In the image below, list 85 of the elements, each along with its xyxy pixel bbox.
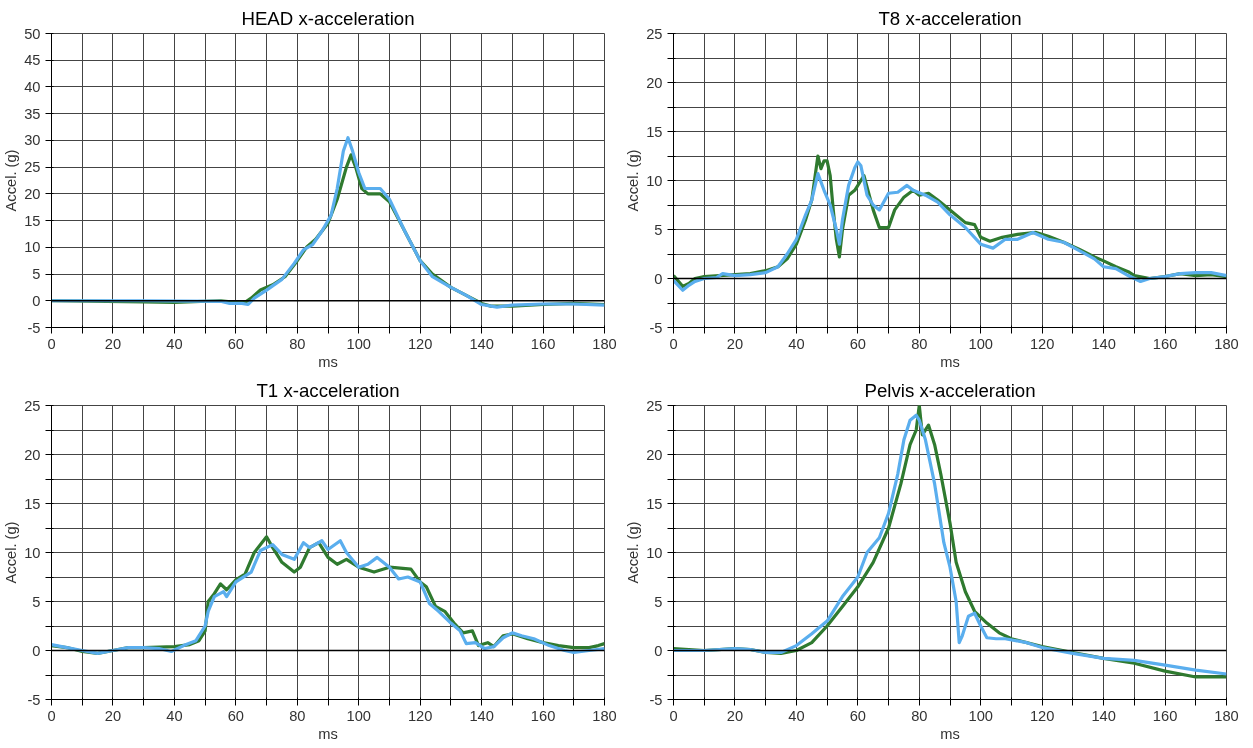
- x-tick-label: 0: [669, 335, 678, 352]
- y-tick-label: -5: [27, 691, 41, 708]
- x-tick-label: 20: [726, 707, 744, 724]
- x-tick-label: 80: [289, 335, 306, 352]
- y-tick-label: 5: [32, 593, 41, 610]
- y-tick-label: 20: [646, 446, 663, 463]
- x-tick-label: 180: [592, 707, 617, 724]
- y-axis-title: Accel. (g): [3, 521, 20, 584]
- x-tick-label: 180: [1214, 335, 1239, 352]
- y-tick-label: 50: [24, 25, 41, 42]
- chart-title: HEAD x-acceleration: [241, 7, 415, 29]
- y-tick-label: 5: [654, 221, 663, 238]
- chart-title: Pelvis x-acceleration: [864, 379, 1036, 401]
- y-tick-label: 10: [646, 172, 663, 189]
- chart-title: T8 x-acceleration: [878, 7, 1022, 29]
- x-axis-title: ms: [318, 725, 338, 742]
- x-tick-label: 0: [669, 707, 678, 724]
- x-tick-label: 20: [726, 335, 744, 352]
- y-tick-label: 15: [646, 123, 663, 140]
- x-tick-label: 80: [911, 707, 928, 724]
- x-axis-title: ms: [318, 353, 338, 370]
- y-tick-label: 35: [24, 105, 41, 122]
- y-tick-label: 0: [654, 642, 663, 659]
- x-tick-label: 40: [166, 335, 183, 352]
- x-tick-label: 160: [530, 707, 556, 724]
- y-tick-label: -5: [649, 691, 663, 708]
- x-tick-label: 80: [911, 335, 928, 352]
- y-tick-label: 20: [646, 74, 663, 91]
- y-tick-label: 15: [24, 212, 41, 229]
- x-tick-label: 60: [849, 335, 866, 352]
- x-tick-label: 60: [849, 707, 866, 724]
- y-tick-label: 20: [24, 446, 41, 463]
- y-tick-label: 25: [646, 25, 663, 42]
- y-tick-label: 10: [24, 544, 41, 561]
- x-tick-label: 100: [968, 707, 993, 724]
- y-tick-label: 10: [24, 239, 41, 256]
- x-tick-label: 20: [104, 335, 122, 352]
- x-tick-label: 60: [227, 335, 244, 352]
- x-tick-label: 100: [968, 335, 993, 352]
- x-tick-label: 120: [407, 707, 433, 724]
- chart-title: T1 x-acceleration: [256, 379, 400, 401]
- y-axis-title: Accel. (g): [3, 149, 20, 212]
- x-tick-label: 180: [1214, 707, 1239, 724]
- y-tick-label: 15: [24, 495, 41, 512]
- x-tick-label: 160: [1152, 707, 1178, 724]
- x-tick-label: 60: [227, 707, 244, 724]
- y-axis-title: Accel. (g): [625, 521, 642, 584]
- x-tick-label: 120: [1029, 707, 1055, 724]
- x-tick-label: 140: [1091, 707, 1116, 724]
- y-tick-label: 5: [654, 593, 663, 610]
- x-tick-label: 120: [407, 335, 433, 352]
- x-tick-label: 160: [1152, 335, 1178, 352]
- x-tick-label: 40: [166, 707, 183, 724]
- x-tick-label: 0: [47, 707, 56, 724]
- x-tick-label: 160: [530, 335, 556, 352]
- y-tick-label: 5: [32, 266, 41, 283]
- y-tick-label: 0: [32, 292, 41, 309]
- y-tick-label: 40: [24, 78, 41, 95]
- y-tick-label: 45: [24, 52, 41, 69]
- x-tick-label: 140: [469, 707, 494, 724]
- y-tick-label: 25: [646, 397, 663, 414]
- x-axis-title: ms: [940, 353, 960, 370]
- x-tick-label: 40: [788, 707, 805, 724]
- y-tick-label: 0: [32, 642, 41, 659]
- y-tick-label: 25: [24, 159, 41, 176]
- y-tick-label: 20: [24, 185, 41, 202]
- y-tick-label: 10: [646, 544, 663, 561]
- x-tick-label: 140: [1091, 335, 1116, 352]
- x-tick-label: 140: [469, 335, 494, 352]
- y-tick-label: 30: [24, 132, 41, 149]
- x-tick-label: 40: [788, 335, 805, 352]
- x-tick-label: 20: [104, 707, 122, 724]
- y-tick-label: -5: [649, 319, 663, 336]
- x-axis-title: ms: [940, 725, 960, 742]
- x-tick-label: 100: [346, 707, 371, 724]
- y-tick-label: 15: [646, 495, 663, 512]
- y-tick-label: -5: [27, 319, 41, 336]
- x-tick-label: 80: [289, 707, 306, 724]
- x-tick-label: 100: [346, 335, 371, 352]
- x-tick-label: 0: [47, 335, 56, 352]
- y-axis-title: Accel. (g): [625, 149, 642, 212]
- x-tick-label: 120: [1029, 335, 1055, 352]
- y-tick-label: 25: [24, 397, 41, 414]
- x-tick-label: 180: [592, 335, 617, 352]
- y-tick-label: 0: [654, 270, 663, 287]
